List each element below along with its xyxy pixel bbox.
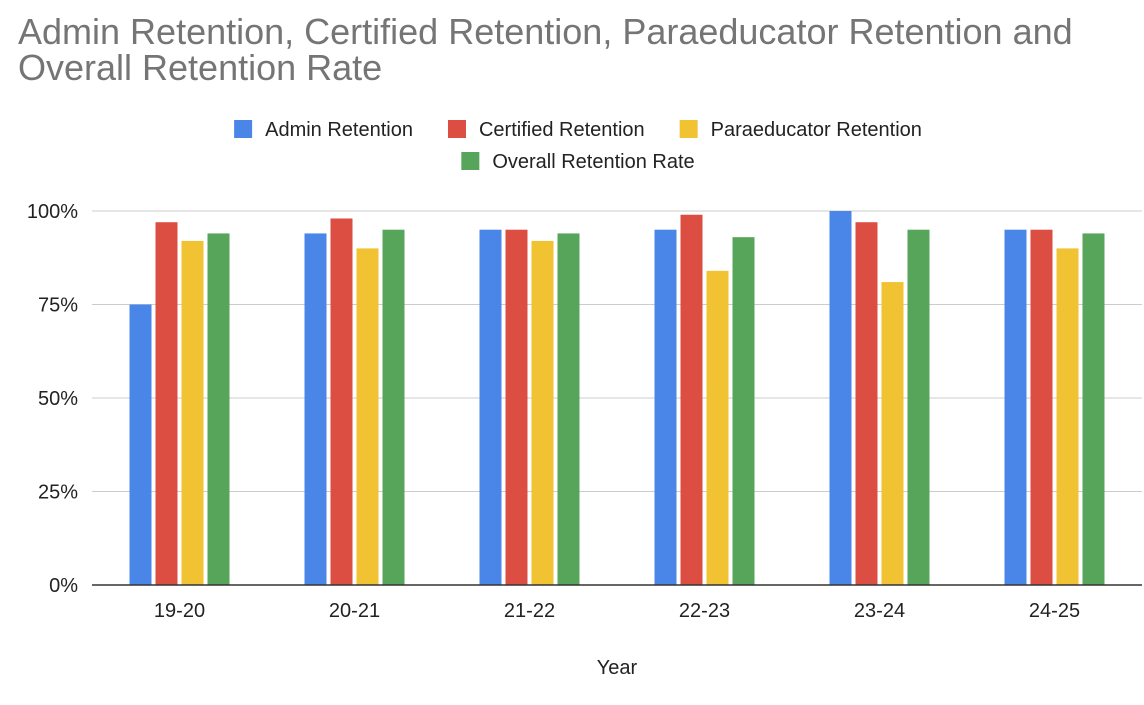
legend-swatch xyxy=(461,152,480,170)
bar xyxy=(531,240,554,586)
y-tick-label: 100% xyxy=(27,201,78,223)
bar xyxy=(155,222,178,585)
bar xyxy=(706,270,729,585)
y-tick-label: 25% xyxy=(38,482,78,504)
bar xyxy=(330,218,353,586)
legend-swatch xyxy=(679,120,698,138)
bar xyxy=(181,240,204,586)
legend-label: Overall Retention Rate xyxy=(492,151,694,173)
x-tick-label: 23-24 xyxy=(854,600,905,622)
bar xyxy=(680,214,703,586)
bar xyxy=(855,222,878,585)
y-tick-label: 0% xyxy=(49,575,78,597)
legend-label: Certified Retention xyxy=(479,119,645,141)
bar xyxy=(732,237,755,585)
bar xyxy=(129,304,152,585)
legend-swatch xyxy=(447,120,466,138)
legend-swatch xyxy=(234,120,253,138)
bar xyxy=(1030,229,1053,585)
legend-label: Admin Retention xyxy=(265,119,413,141)
x-tick-label: 24-25 xyxy=(1029,600,1080,622)
bar xyxy=(1082,233,1105,585)
bar xyxy=(304,233,327,585)
bar xyxy=(479,229,502,585)
bar xyxy=(207,233,230,585)
bar xyxy=(356,248,379,585)
bar xyxy=(382,229,405,585)
bar xyxy=(881,282,904,585)
x-tick-label: 20-21 xyxy=(329,600,380,622)
bar xyxy=(654,229,677,585)
bar xyxy=(505,229,528,585)
bar xyxy=(829,211,852,585)
x-tick-label: 21-22 xyxy=(504,600,555,622)
chart-title: Admin Retention, Certified Retention, Pa… xyxy=(18,11,1073,88)
bar xyxy=(1056,248,1079,585)
bar xyxy=(907,229,930,585)
y-tick-label: 50% xyxy=(38,388,78,410)
bar xyxy=(1004,229,1027,585)
y-tick-label: 75% xyxy=(38,295,78,317)
bar xyxy=(557,233,580,585)
x-tick-label: 19-20 xyxy=(154,600,205,622)
x-axis-title: Year xyxy=(597,657,638,679)
legend-label: Paraeducator Retention xyxy=(711,119,922,141)
x-tick-label: 22-23 xyxy=(679,600,730,622)
